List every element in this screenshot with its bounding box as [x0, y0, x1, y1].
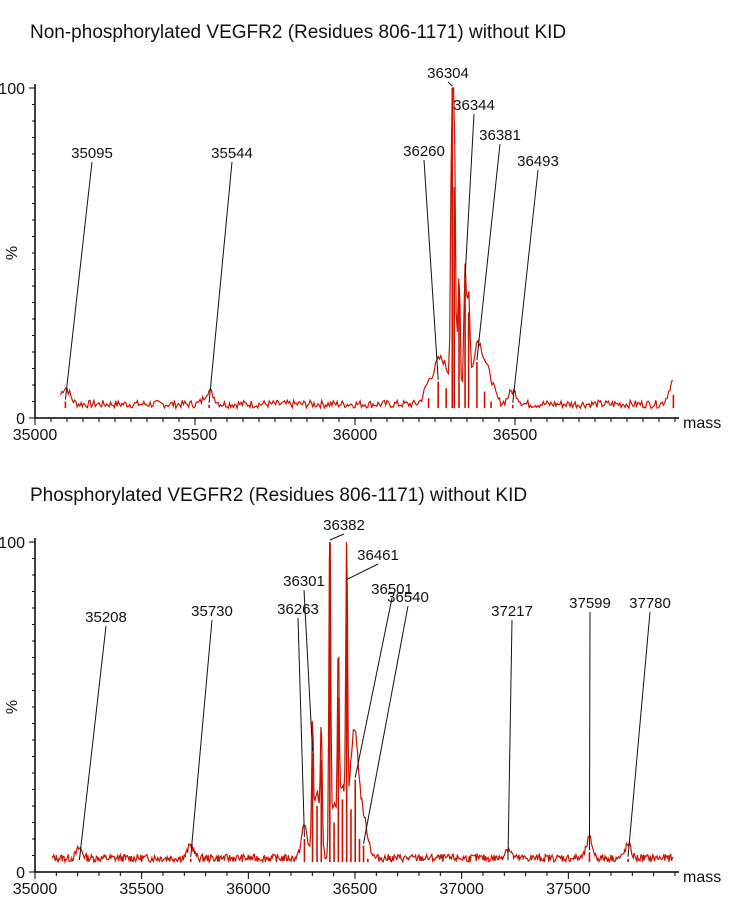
x-tick-label: 37000	[439, 881, 484, 898]
peak-label: 36301	[283, 573, 325, 590]
peak-leader	[464, 113, 475, 278]
peak-label: 35544	[211, 145, 253, 162]
peak-label: 35095	[71, 145, 113, 162]
peak-label: 35730	[191, 603, 233, 620]
x-axis-label: mass	[683, 869, 721, 886]
x-tick-label: 36000	[226, 881, 271, 898]
peak-label: 36263	[277, 601, 319, 618]
peak-leader	[297, 617, 305, 838]
peak-leader	[190, 619, 213, 857]
peak-label: 36493	[517, 153, 559, 170]
y-tick-label: 100	[0, 81, 25, 98]
y-axis-label: %	[4, 700, 21, 714]
peak-label: 37780	[629, 595, 671, 612]
peak-leader	[354, 597, 393, 778]
peak-label: 36304	[427, 65, 469, 82]
peak-label: 36501	[371, 581, 413, 598]
peak-label: 37217	[491, 603, 533, 620]
x-tick-label: 36000	[333, 427, 378, 444]
peak-label: 36260	[403, 143, 445, 160]
peak-label: 36382	[323, 517, 365, 534]
chart-2-title: Phosphorylated VEGFR2 (Residues 806-1171…	[30, 485, 528, 506]
spectrum-line	[60, 87, 673, 411]
peak-leader	[627, 611, 651, 857]
peak-label: 36461	[357, 547, 399, 564]
x-tick-label: 36500	[493, 427, 538, 444]
x-tick-label: 35500	[173, 427, 218, 444]
peak-label: 36344	[453, 97, 495, 114]
peak-leader	[78, 625, 107, 861]
x-tick-label: 37500	[546, 881, 591, 898]
peak-leader	[363, 605, 409, 844]
peak-leader	[476, 143, 501, 360]
x-axis-label: mass	[683, 415, 721, 432]
chart-2-spectrum: 35000 35500 36000 36500 37000 37500 0 100% mass 3…	[0, 517, 721, 898]
peak-leader	[423, 159, 439, 380]
peak-leader	[447, 81, 453, 87]
peak-label: 36381	[479, 127, 521, 144]
chart-1-title: Non-phosphorylated VEGFR2 (Residues 806-…	[30, 22, 567, 43]
peak-label: 35208	[85, 609, 127, 626]
y-tick-label: 0	[16, 865, 25, 882]
peak-leader	[346, 563, 379, 581]
peak-leader	[64, 161, 93, 400]
y-tick-label: 0	[16, 411, 25, 428]
x-tick-label: 35000	[13, 881, 58, 898]
peak-leader	[208, 161, 233, 403]
x-tick-label: 35000	[13, 427, 58, 444]
peak-leader	[512, 169, 539, 403]
x-tick-label: 35500	[119, 881, 164, 898]
spectrum-line	[51, 541, 674, 865]
chart-1-spectrum: 35000 35500 36000 36500 0 100% mass 36304 36344 3…	[0, 65, 721, 444]
peak-leader	[507, 619, 513, 861]
peak-leader	[588, 611, 591, 851]
peak-label: 37599	[569, 595, 611, 612]
y-tick-label: 100	[0, 535, 25, 552]
x-tick-label: 36500	[333, 881, 378, 898]
peak-leader	[303, 589, 314, 752]
peak-leader	[329, 533, 345, 541]
y-axis-label: %	[4, 246, 21, 260]
peak-label: 36540	[387, 589, 429, 606]
